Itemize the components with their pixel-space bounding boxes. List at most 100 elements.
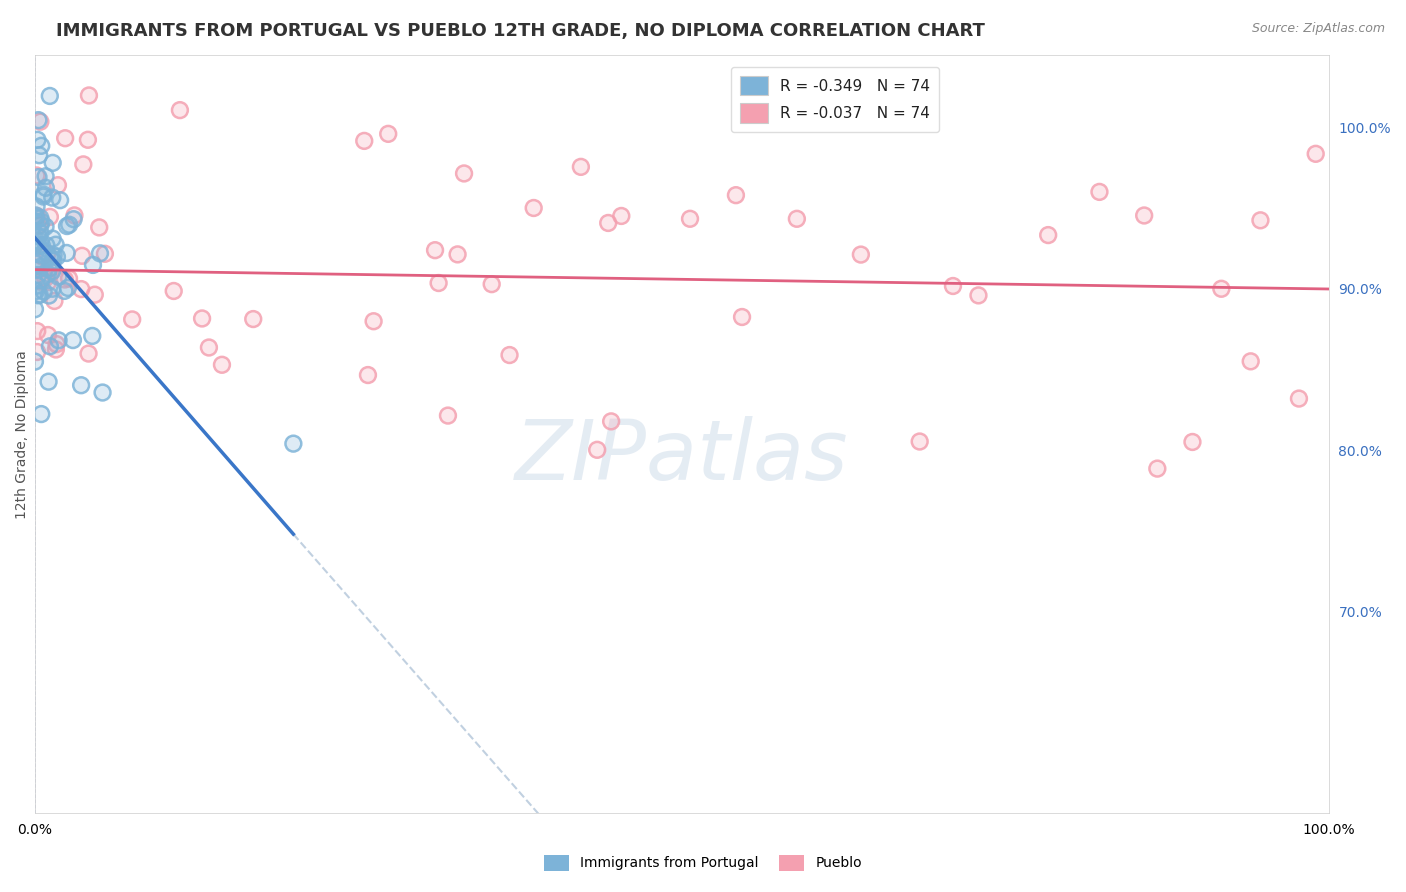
Point xyxy=(41,260,63,275)
Point xyxy=(1038,228,1060,243)
Point xyxy=(41,282,63,296)
Point xyxy=(25,345,48,359)
Y-axis label: 12th Grade, No Diploma: 12th Grade, No Diploma xyxy=(15,350,30,518)
Point xyxy=(34,169,56,184)
Point xyxy=(70,282,93,296)
Point xyxy=(423,243,446,257)
Point xyxy=(42,248,65,262)
Point xyxy=(24,256,46,270)
Point xyxy=(25,200,48,214)
Point xyxy=(25,209,48,223)
Point xyxy=(34,271,56,285)
Point xyxy=(25,169,48,183)
Text: ZIPatlas: ZIPatlas xyxy=(515,417,848,498)
Point xyxy=(56,281,79,295)
Point xyxy=(38,210,60,224)
Point xyxy=(27,268,49,282)
Point xyxy=(38,210,60,224)
Text: IMMIGRANTS FROM PORTUGAL VS PUEBLO 12TH GRADE, NO DIPLOMA CORRELATION CHART: IMMIGRANTS FROM PORTUGAL VS PUEBLO 12TH … xyxy=(56,22,986,40)
Point xyxy=(34,219,56,234)
Point xyxy=(30,275,52,289)
Point xyxy=(30,114,52,128)
Point xyxy=(1181,434,1204,449)
Point xyxy=(453,166,475,180)
Point xyxy=(31,249,53,263)
Point xyxy=(600,414,623,428)
Point xyxy=(70,378,93,392)
Point xyxy=(427,276,450,290)
Point xyxy=(1249,213,1271,227)
Point xyxy=(37,246,59,260)
Point xyxy=(121,312,143,326)
Point xyxy=(48,334,70,348)
Point xyxy=(70,249,93,263)
Point xyxy=(25,284,48,298)
Point xyxy=(858,107,880,121)
Point xyxy=(27,288,49,302)
Point xyxy=(481,277,503,292)
Point xyxy=(169,103,191,117)
Point xyxy=(91,385,114,400)
Point xyxy=(1146,461,1168,475)
Point xyxy=(30,407,52,421)
Point xyxy=(31,215,53,229)
Point xyxy=(24,208,46,222)
Point xyxy=(28,229,51,244)
Point xyxy=(600,414,623,428)
Point xyxy=(30,226,52,240)
Point xyxy=(53,284,76,298)
Point xyxy=(242,312,264,326)
Point xyxy=(77,88,100,103)
Point xyxy=(30,211,52,225)
Point xyxy=(1249,213,1271,227)
Point xyxy=(30,275,52,289)
Point xyxy=(34,169,56,184)
Point xyxy=(77,88,100,103)
Point xyxy=(45,337,67,351)
Point xyxy=(24,214,46,228)
Point xyxy=(1288,392,1310,406)
Point xyxy=(30,218,52,232)
Point xyxy=(41,231,63,245)
Point xyxy=(30,138,52,153)
Point xyxy=(25,200,48,214)
Point xyxy=(30,260,52,274)
Point xyxy=(55,246,77,260)
Legend: R = -0.349   N = 74, R = -0.037   N = 74: R = -0.349 N = 74, R = -0.037 N = 74 xyxy=(731,67,939,132)
Point xyxy=(39,251,62,265)
Point xyxy=(63,209,86,223)
Point xyxy=(1133,209,1156,223)
Point xyxy=(32,187,55,202)
Point xyxy=(163,284,186,298)
Point xyxy=(446,247,468,261)
Point xyxy=(32,189,55,203)
Point xyxy=(169,103,191,117)
Point xyxy=(70,249,93,263)
Point xyxy=(30,248,52,262)
Point xyxy=(598,216,620,230)
Point xyxy=(30,138,52,153)
Point xyxy=(25,209,48,223)
Point xyxy=(27,219,49,233)
Point xyxy=(28,288,51,302)
Point xyxy=(610,209,633,223)
Point xyxy=(31,238,53,252)
Point xyxy=(27,113,49,128)
Point xyxy=(523,201,546,215)
Point xyxy=(48,269,70,284)
Point xyxy=(53,131,76,145)
Point xyxy=(353,134,375,148)
Point xyxy=(56,281,79,295)
Point xyxy=(27,133,49,147)
Point xyxy=(31,249,53,263)
Point xyxy=(569,160,592,174)
Point xyxy=(1038,228,1060,243)
Point xyxy=(32,187,55,202)
Point xyxy=(1240,354,1263,368)
Point xyxy=(731,310,754,324)
Point xyxy=(38,89,60,103)
Point xyxy=(163,284,186,298)
Point xyxy=(357,368,380,382)
Point xyxy=(27,262,49,277)
Point xyxy=(41,264,63,278)
